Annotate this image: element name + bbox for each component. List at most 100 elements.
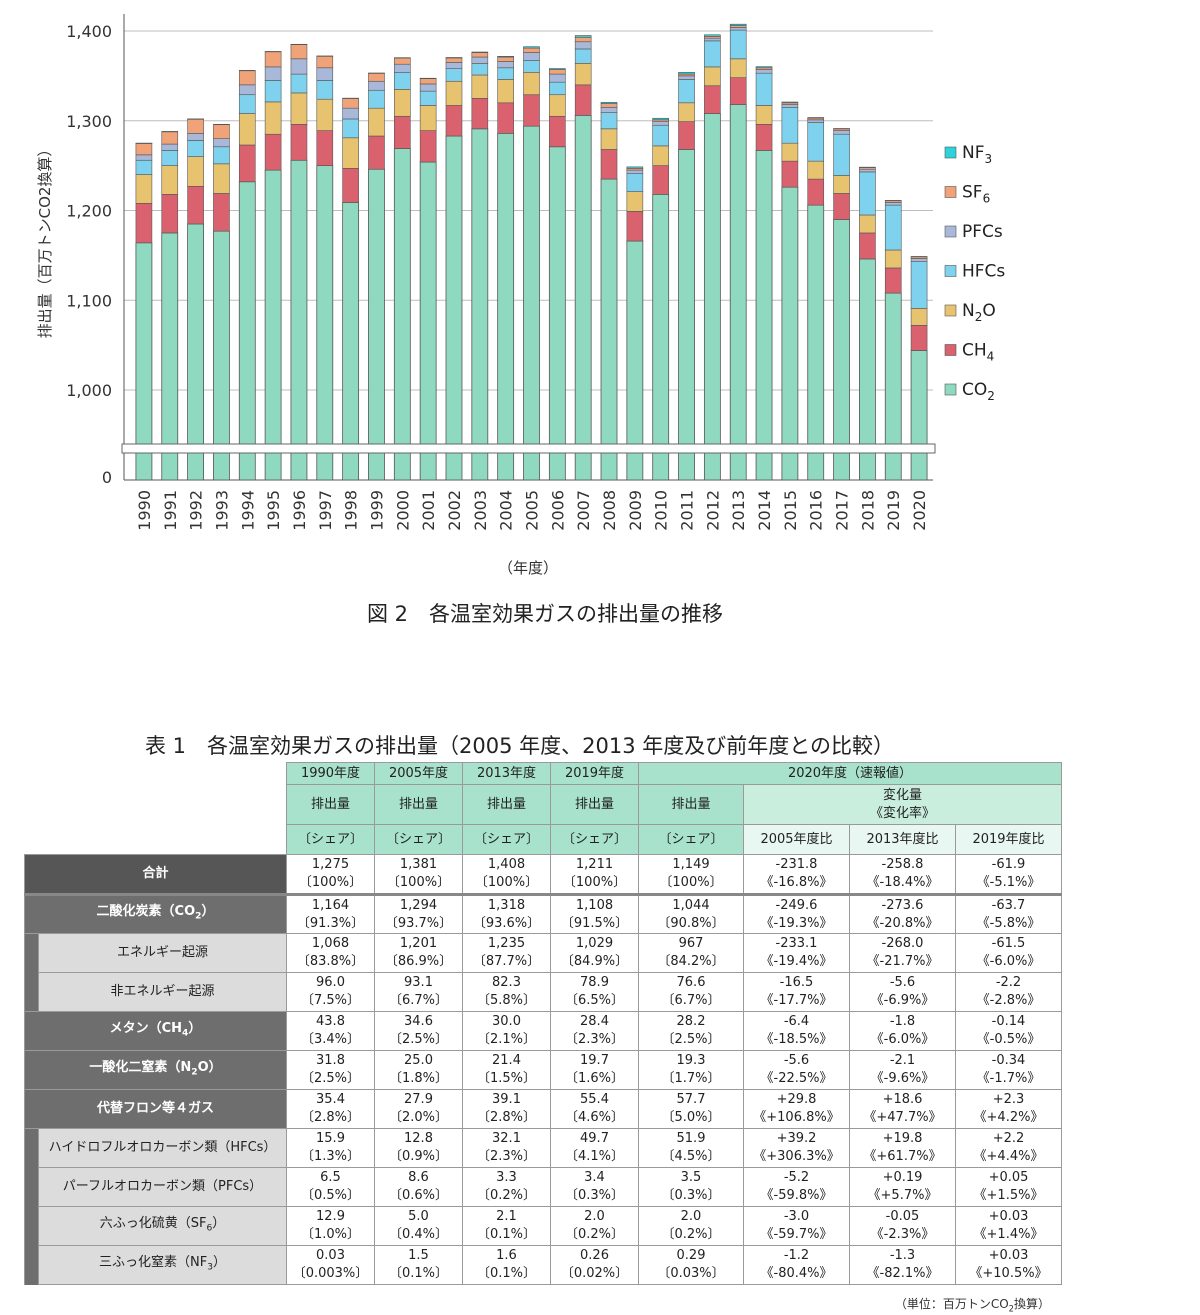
value-cell: 0.29 〔0.03%〕 xyxy=(638,1245,744,1285)
x-tick-label: 1994 xyxy=(238,490,257,531)
bar-segment-ch4 xyxy=(264,133,282,171)
header-change: 変化量 《変化率》 xyxy=(743,784,1062,825)
bar-segment-hfcs xyxy=(910,261,928,309)
bar-segment-n2o xyxy=(187,156,204,187)
x-tick-label: 2007 xyxy=(574,490,593,531)
cell-share: 《-5.8%》 xyxy=(976,915,1041,931)
table-row: パーフルオロカーボン類（PFCs） 6.5 〔0.5%〕 8.6 〔0.6%〕 3.3 〔0… xyxy=(24,1167,1062,1207)
cell-share: 《+61.7%》 xyxy=(863,1149,942,1164)
x-tick-label: 1997 xyxy=(316,490,335,531)
value-cell: 76.6 〔6.7%〕 xyxy=(638,972,744,1012)
x-tick-label: 1998 xyxy=(342,490,361,531)
table-row: メタン（CH4） 43.8 〔3.4%〕 34.6 〔2.5%〕 30.0 〔2.1%〕 28… xyxy=(24,1011,1062,1051)
value-cell: -2.1 《-9.6%》 xyxy=(849,1050,956,1090)
value-cell: 0.26 〔0.02%〕 xyxy=(550,1245,639,1285)
bar-segment-hfcs xyxy=(523,60,540,73)
bar-segment-co2 xyxy=(471,128,489,481)
header-emission-2005: 排出量 xyxy=(374,784,463,825)
header-share-2005: 〔シェア〕 xyxy=(374,824,463,855)
y-tick-label: 1,200 xyxy=(66,202,112,221)
cell-share: 〔2.5%〕 xyxy=(661,1032,721,1047)
cell-share: 《-5.1%》 xyxy=(976,875,1041,890)
bar-segment-hfcs xyxy=(187,140,204,157)
cell-value: -63.7 xyxy=(991,897,1026,913)
bar-segment-hfcs xyxy=(213,146,230,165)
cell-value: -2.1 xyxy=(889,1053,916,1068)
bar-segment-co2 xyxy=(445,135,463,481)
cell-share: 《-18.5%》 xyxy=(760,1032,833,1047)
bar-segment-n2o xyxy=(342,137,359,169)
cell-value: -5.6 xyxy=(889,975,916,990)
bar-segment-ch4 xyxy=(342,168,359,203)
cell-value: 2.0 xyxy=(680,1209,702,1224)
bar-segment-ch4 xyxy=(368,135,385,170)
bar-segment-ch4 xyxy=(497,102,514,134)
cell-share: 〔90.8%〕 xyxy=(657,915,725,931)
cell-value: 28.4 xyxy=(580,1014,609,1029)
row-indent xyxy=(24,1128,39,1168)
bar-segment-sf6 xyxy=(187,118,204,134)
legend-swatch-n2o xyxy=(944,304,957,317)
cell-share: 《-19.4%》 xyxy=(760,954,833,969)
legend-swatch-co2 xyxy=(944,383,957,396)
x-tick-label: 2000 xyxy=(393,490,412,531)
bar-segment-ch4 xyxy=(807,178,825,206)
value-cell: 3.5 〔0.3%〕 xyxy=(638,1167,744,1207)
legend-label-co2: CO2 xyxy=(962,380,995,403)
cell-share: 《+10.5%》 xyxy=(969,1266,1048,1281)
cell-share: 《-19.3%》 xyxy=(760,915,833,931)
cell-value: 8.6 xyxy=(408,1170,429,1185)
bar-segment-pfcs xyxy=(264,66,282,81)
bar-segment-ch4 xyxy=(755,124,773,151)
x-tick-label: 2006 xyxy=(548,490,567,531)
bar-segment-pfcs xyxy=(238,84,256,96)
bar-segment-n2o xyxy=(213,163,230,194)
legend-label-pfcs: PFCs xyxy=(962,222,1003,242)
header-emission-2019: 排出量 xyxy=(550,784,639,825)
value-cell: 49.7 〔4.1%〕 xyxy=(550,1128,639,1168)
bar-segment-pfcs xyxy=(523,52,540,61)
cell-value: 12.9 xyxy=(316,1209,345,1224)
x-tick-label: 2013 xyxy=(729,490,748,531)
cell-value: -268.0 xyxy=(881,936,924,951)
cell-share: 《-22.5%》 xyxy=(760,1071,833,1086)
value-cell: -3.0 《-59.7%》 xyxy=(743,1206,850,1246)
bar-segment-hfcs xyxy=(678,79,695,104)
bar-segment-ch4 xyxy=(678,121,695,150)
value-cell: 12.9 〔1.0%〕 xyxy=(286,1206,375,1246)
cell-share: 〔2.3%〕 xyxy=(476,1149,537,1164)
bar-segment-co2 xyxy=(652,193,670,481)
bar-segment-n2o xyxy=(135,174,153,204)
cell-share: 〔6.7%〕 xyxy=(661,993,721,1008)
bar-segment-ch4 xyxy=(729,77,747,105)
value-cell: -1.8 《-6.0%》 xyxy=(849,1011,956,1051)
row-indent xyxy=(24,1167,39,1207)
bar-segment-ch4 xyxy=(781,160,799,188)
value-cell: 967 〔84.2%〕 xyxy=(638,933,744,973)
bar-segment-pfcs xyxy=(626,169,644,175)
row-label: 六ふっ化硫黄（SF6） xyxy=(38,1206,287,1246)
row-label: パーフルオロカーボン類（PFCs） xyxy=(38,1167,287,1207)
cell-value: 19.7 xyxy=(580,1053,609,1068)
value-cell: 1,381 〔100%〕 xyxy=(374,854,463,895)
x-tick-label: 2018 xyxy=(858,490,877,531)
bar-segment-sf6 xyxy=(238,70,256,86)
bar-segment-nf3 xyxy=(626,166,644,169)
cell-value: -5.6 xyxy=(783,1053,810,1068)
cell-value: 1,235 xyxy=(487,936,526,951)
bar-segment-n2o xyxy=(626,191,644,212)
bar-segment-hfcs xyxy=(238,94,256,114)
cell-value: 3.3 xyxy=(496,1170,517,1185)
bar-segment-hfcs xyxy=(600,112,618,130)
table-row: 非エネルギー起源 96.0 〔7.5%〕 93.1 〔6.7%〕 82.3 〔5.8%〕 78… xyxy=(24,972,1062,1012)
bar-segment-sf6 xyxy=(342,98,359,109)
bar-segment-n2o xyxy=(497,79,514,104)
bar-segment-hfcs xyxy=(394,71,411,90)
bar-segment-n2o xyxy=(394,89,411,117)
value-cell: +19.8 《+61.7%》 xyxy=(849,1128,956,1168)
cell-value: 1,108 xyxy=(575,897,614,913)
value-cell: 34.6 〔2.5%〕 xyxy=(374,1011,463,1051)
x-tick-label: 2017 xyxy=(833,490,852,531)
bar-segment-ch4 xyxy=(161,194,179,234)
x-tick-label: 2003 xyxy=(471,490,490,531)
